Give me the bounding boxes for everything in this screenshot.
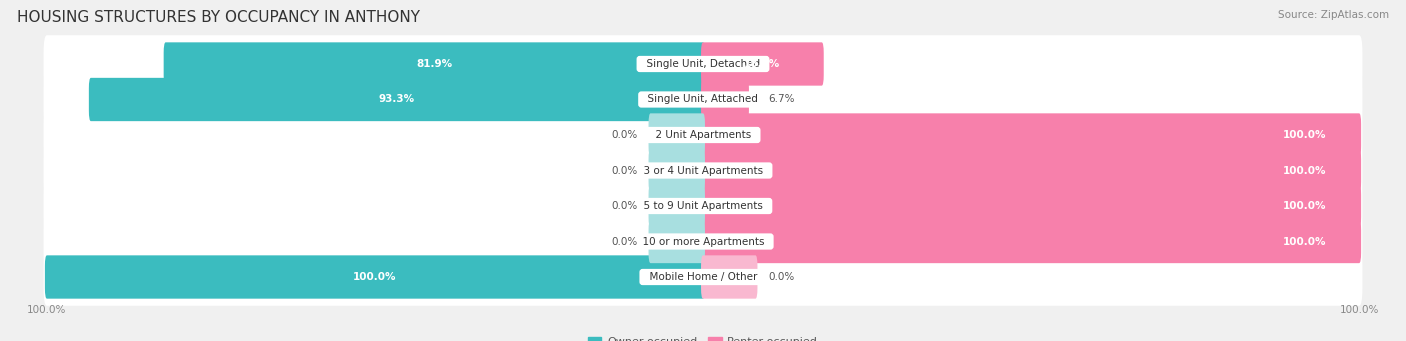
FancyBboxPatch shape (44, 177, 1362, 235)
Text: Mobile Home / Other: Mobile Home / Other (643, 272, 763, 282)
Text: 81.9%: 81.9% (416, 59, 453, 69)
FancyBboxPatch shape (44, 213, 1362, 270)
Text: 0.0%: 0.0% (612, 165, 637, 176)
Text: 0.0%: 0.0% (612, 237, 637, 247)
FancyBboxPatch shape (44, 142, 1362, 199)
FancyBboxPatch shape (648, 149, 704, 192)
Text: 2 Unit Apartments: 2 Unit Apartments (648, 130, 758, 140)
Text: 5 to 9 Unit Apartments: 5 to 9 Unit Apartments (637, 201, 769, 211)
FancyBboxPatch shape (163, 42, 704, 86)
FancyBboxPatch shape (44, 71, 1362, 128)
Text: 0.0%: 0.0% (612, 201, 637, 211)
FancyBboxPatch shape (702, 184, 1361, 228)
FancyBboxPatch shape (45, 255, 704, 299)
FancyBboxPatch shape (702, 149, 1361, 192)
Text: 100.0%: 100.0% (353, 272, 396, 282)
Text: 10 or more Apartments: 10 or more Apartments (636, 237, 770, 247)
FancyBboxPatch shape (702, 220, 1361, 263)
Text: Source: ZipAtlas.com: Source: ZipAtlas.com (1278, 10, 1389, 20)
Text: 0.0%: 0.0% (769, 272, 794, 282)
Text: 3 or 4 Unit Apartments: 3 or 4 Unit Apartments (637, 165, 769, 176)
Text: 100.0%: 100.0% (1282, 237, 1326, 247)
FancyBboxPatch shape (702, 42, 824, 86)
Text: 93.3%: 93.3% (378, 94, 415, 104)
Text: 6.7%: 6.7% (769, 94, 796, 104)
Text: 100.0%: 100.0% (1282, 165, 1326, 176)
FancyBboxPatch shape (648, 220, 704, 263)
Text: 100.0%: 100.0% (1282, 130, 1326, 140)
FancyBboxPatch shape (44, 106, 1362, 164)
Text: 100.0%: 100.0% (1282, 201, 1326, 211)
Text: Single Unit, Attached: Single Unit, Attached (641, 94, 765, 104)
Text: Single Unit, Detached: Single Unit, Detached (640, 59, 766, 69)
Text: 18.1%: 18.1% (744, 59, 780, 69)
FancyBboxPatch shape (702, 78, 749, 121)
FancyBboxPatch shape (44, 35, 1362, 93)
FancyBboxPatch shape (648, 184, 704, 228)
FancyBboxPatch shape (702, 113, 1361, 157)
FancyBboxPatch shape (702, 255, 758, 299)
Text: HOUSING STRUCTURES BY OCCUPANCY IN ANTHONY: HOUSING STRUCTURES BY OCCUPANCY IN ANTHO… (17, 10, 420, 25)
Text: 0.0%: 0.0% (612, 130, 637, 140)
FancyBboxPatch shape (89, 78, 704, 121)
FancyBboxPatch shape (648, 113, 704, 157)
FancyBboxPatch shape (44, 248, 1362, 306)
Legend: Owner-occupied, Renter-occupied: Owner-occupied, Renter-occupied (583, 332, 823, 341)
